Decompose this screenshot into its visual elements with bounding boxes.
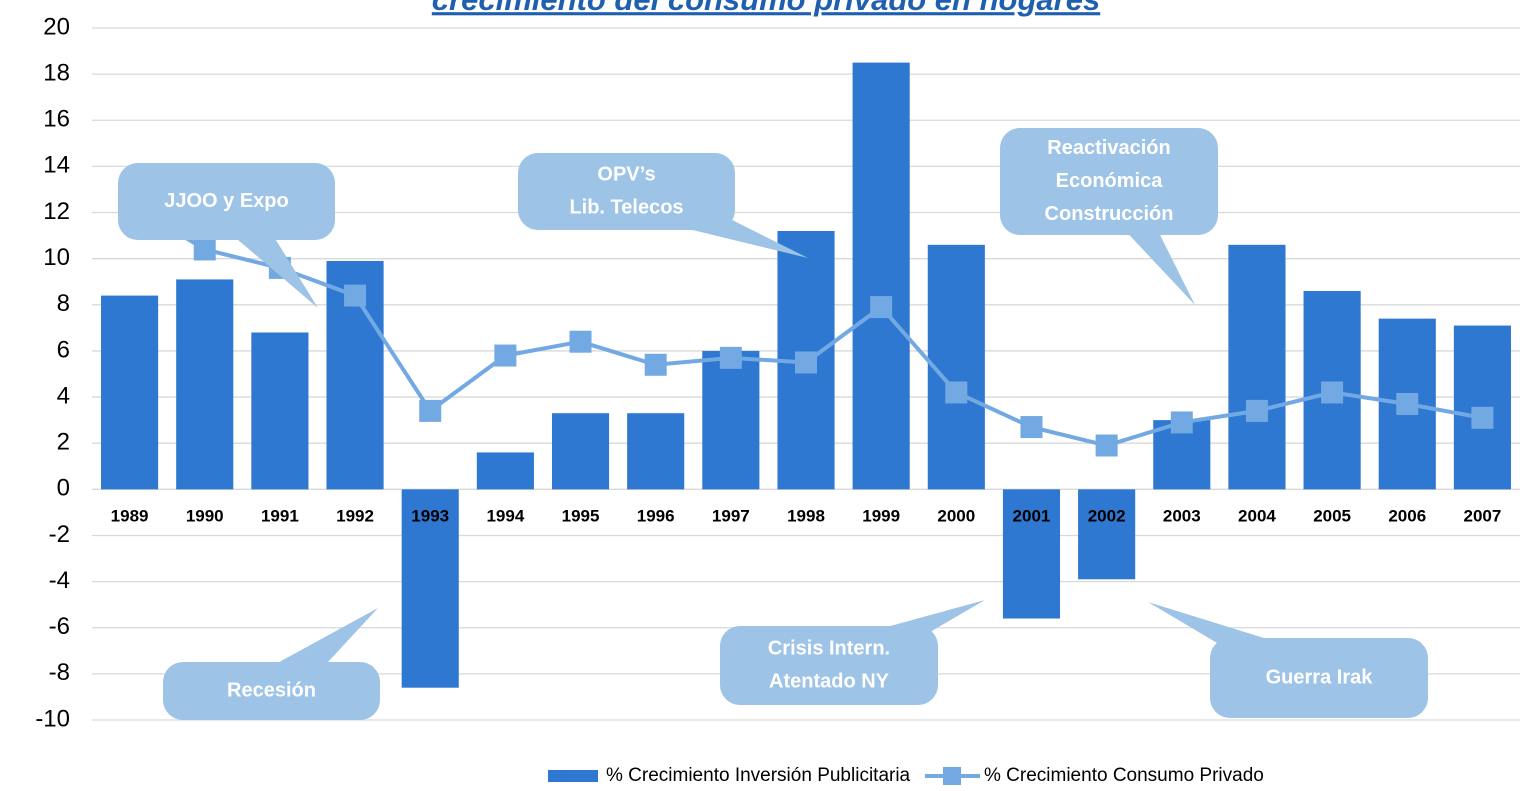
y-tick-label: 2 [57,429,70,456]
callout [118,163,335,240]
y-tick-label: 0 [57,475,70,502]
y-tick-label: -8 [49,659,70,686]
marker [419,399,442,422]
callout-text: JJOO y Expo [164,190,289,212]
y-tick-label: -10 [35,705,70,732]
legend-label: % Crecimiento Inversión Publicitaria [606,765,911,786]
bar [627,413,685,490]
y-tick-label: -2 [49,521,70,548]
callout-text: OPV’s [597,163,655,185]
marker [1245,399,1268,422]
y-tick-label: 10 [43,244,70,271]
x-tick-label: 1994 [486,506,524,525]
y-tick-label: 12 [43,198,70,225]
bar [1078,489,1136,580]
x-tick-label: 2005 [1313,506,1351,525]
marker [344,284,367,307]
callout [720,626,938,705]
bar [401,489,459,688]
marker [1471,406,1494,429]
bar [476,452,534,490]
bar [927,244,985,490]
x-tick-label: 1993 [411,506,449,525]
marker [1170,411,1193,434]
callout [163,662,380,720]
callout-text: Guerra Irak [1266,666,1374,688]
legend-swatch [548,770,598,782]
x-tick-label: 2001 [1013,506,1051,525]
x-tick-label: 2006 [1388,506,1426,525]
callout-text: Recesión [227,679,316,701]
x-tick-label: 1989 [111,506,149,525]
callout-text: Económica [1056,170,1164,192]
bar [251,332,309,490]
y-tick-label: 14 [43,152,70,179]
x-tick-label: 1998 [787,506,825,525]
x-tick-label: 1990 [186,506,224,525]
y-tick-label: 20 [43,13,70,40]
x-tick-label: 1999 [862,506,900,525]
marker [1321,381,1344,404]
marker [193,238,216,261]
callout-text: Construcción [1045,203,1174,225]
x-tick-label: 2007 [1464,506,1502,525]
x-tick-label: 1992 [336,506,374,525]
x-tick-label: 1995 [562,506,600,525]
marker [945,381,968,404]
callout [1210,638,1428,718]
marker [870,296,893,319]
bar [101,295,159,490]
callout [518,153,735,230]
y-tick-label: -6 [49,613,70,640]
marker [1095,434,1118,457]
bar [852,62,910,490]
y-tick-label: 4 [57,382,70,409]
x-tick-label: 1997 [712,506,750,525]
marker [1396,392,1419,415]
x-tick-label: 2000 [937,506,975,525]
marker [569,330,592,353]
bar [551,413,610,490]
y-tick-label: 8 [57,290,70,317]
x-tick-label: 1991 [261,506,299,525]
y-tick-label: -4 [49,567,70,594]
chart-title: crecimiento del consumo privado en hogar… [432,0,1100,17]
marker [494,344,517,367]
legend-label: % Crecimiento Consumo Privado [984,765,1264,786]
x-tick-label: 2004 [1238,506,1276,525]
y-tick-label: 16 [43,106,70,133]
legend-swatch [943,767,961,785]
bar [176,279,234,490]
marker [644,353,667,376]
x-tick-label: 2003 [1163,506,1201,525]
bar [1228,244,1286,490]
callout-text: Lib. Telecos [569,196,683,218]
bar [1002,489,1061,619]
callout [1000,128,1218,235]
callout-text: Crisis Intern. [768,637,890,659]
y-tick-label: 18 [43,59,70,86]
bar [702,350,760,490]
x-tick-label: 2002 [1088,506,1126,525]
marker [795,351,817,374]
marker [1020,416,1043,439]
callout-text: Atentado NY [769,670,890,692]
y-tick-label: 6 [57,336,70,363]
callout-text: Reactivación [1047,137,1170,159]
marker [719,346,742,369]
x-tick-label: 1996 [637,506,675,525]
